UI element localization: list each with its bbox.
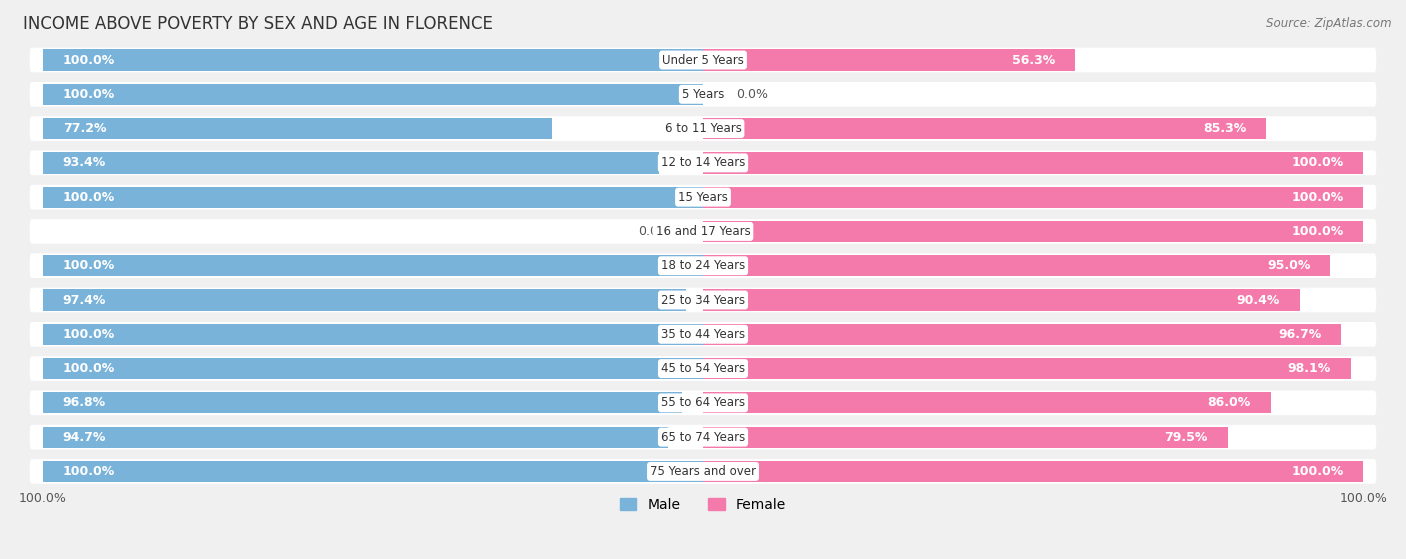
Text: 100.0%: 100.0% (63, 88, 115, 101)
Text: 77.2%: 77.2% (63, 122, 107, 135)
Text: 100.0%: 100.0% (1339, 492, 1388, 505)
Bar (703, 392, 1271, 414)
FancyBboxPatch shape (30, 253, 1376, 278)
Bar (703, 461, 1364, 482)
FancyBboxPatch shape (30, 150, 1376, 175)
Text: 96.7%: 96.7% (1278, 328, 1322, 341)
Text: 100.0%: 100.0% (63, 328, 115, 341)
Text: 97.4%: 97.4% (63, 293, 105, 306)
Bar (42, 427, 668, 448)
Text: 90.4%: 90.4% (1236, 293, 1279, 306)
Bar (42, 324, 703, 345)
Text: 45 to 54 Years: 45 to 54 Years (661, 362, 745, 375)
FancyBboxPatch shape (30, 82, 1376, 107)
Text: 55 to 64 Years: 55 to 64 Years (661, 396, 745, 409)
FancyBboxPatch shape (30, 48, 1376, 72)
Text: 100.0%: 100.0% (63, 54, 115, 67)
Bar (703, 152, 1364, 173)
Bar (42, 290, 686, 311)
FancyBboxPatch shape (30, 288, 1376, 312)
FancyBboxPatch shape (30, 459, 1376, 484)
Text: 96.8%: 96.8% (63, 396, 105, 409)
Text: 95.0%: 95.0% (1267, 259, 1310, 272)
Text: 85.3%: 85.3% (1204, 122, 1246, 135)
Legend: Male, Female: Male, Female (614, 492, 792, 517)
Bar (42, 358, 703, 379)
Bar (703, 221, 1364, 242)
Text: 56.3%: 56.3% (1011, 54, 1054, 67)
Text: 15 Years: 15 Years (678, 191, 728, 203)
FancyBboxPatch shape (30, 185, 1376, 210)
FancyBboxPatch shape (30, 356, 1376, 381)
FancyBboxPatch shape (30, 322, 1376, 347)
Text: 100.0%: 100.0% (63, 362, 115, 375)
Bar (703, 290, 1299, 311)
Text: 16 and 17 Years: 16 and 17 Years (655, 225, 751, 238)
Bar (42, 118, 553, 139)
Text: 35 to 44 Years: 35 to 44 Years (661, 328, 745, 341)
Text: 100.0%: 100.0% (18, 492, 67, 505)
Bar (703, 187, 1364, 208)
Text: 86.0%: 86.0% (1208, 396, 1251, 409)
Text: 98.1%: 98.1% (1288, 362, 1331, 375)
Text: 0.0%: 0.0% (638, 225, 671, 238)
Bar (703, 255, 1330, 276)
Text: 100.0%: 100.0% (63, 259, 115, 272)
Text: 79.5%: 79.5% (1164, 430, 1208, 444)
Bar (42, 392, 682, 414)
Bar (42, 187, 703, 208)
Bar (42, 49, 703, 70)
Text: Under 5 Years: Under 5 Years (662, 54, 744, 67)
Text: 94.7%: 94.7% (63, 430, 105, 444)
Text: INCOME ABOVE POVERTY BY SEX AND AGE IN FLORENCE: INCOME ABOVE POVERTY BY SEX AND AGE IN F… (22, 15, 494, 33)
FancyBboxPatch shape (30, 116, 1376, 141)
Bar (703, 427, 1227, 448)
Bar (703, 118, 1265, 139)
FancyBboxPatch shape (30, 425, 1376, 449)
Bar (703, 324, 1341, 345)
Bar (42, 152, 659, 173)
FancyBboxPatch shape (30, 219, 1376, 244)
Bar (703, 358, 1351, 379)
Text: 25 to 34 Years: 25 to 34 Years (661, 293, 745, 306)
Text: 93.4%: 93.4% (63, 157, 105, 169)
Text: 75 Years and over: 75 Years and over (650, 465, 756, 478)
Text: 18 to 24 Years: 18 to 24 Years (661, 259, 745, 272)
Text: 100.0%: 100.0% (63, 191, 115, 203)
Text: 5 Years: 5 Years (682, 88, 724, 101)
Bar (703, 49, 1074, 70)
Text: Source: ZipAtlas.com: Source: ZipAtlas.com (1267, 17, 1392, 30)
Text: 100.0%: 100.0% (1291, 465, 1343, 478)
Text: 65 to 74 Years: 65 to 74 Years (661, 430, 745, 444)
Text: 100.0%: 100.0% (63, 465, 115, 478)
Text: 6 to 11 Years: 6 to 11 Years (665, 122, 741, 135)
Text: 12 to 14 Years: 12 to 14 Years (661, 157, 745, 169)
Bar (42, 461, 703, 482)
Bar (42, 255, 703, 276)
FancyBboxPatch shape (30, 391, 1376, 415)
Bar (42, 84, 703, 105)
Text: 0.0%: 0.0% (735, 88, 768, 101)
Text: 100.0%: 100.0% (1291, 191, 1343, 203)
Text: 100.0%: 100.0% (1291, 225, 1343, 238)
Text: 100.0%: 100.0% (1291, 157, 1343, 169)
